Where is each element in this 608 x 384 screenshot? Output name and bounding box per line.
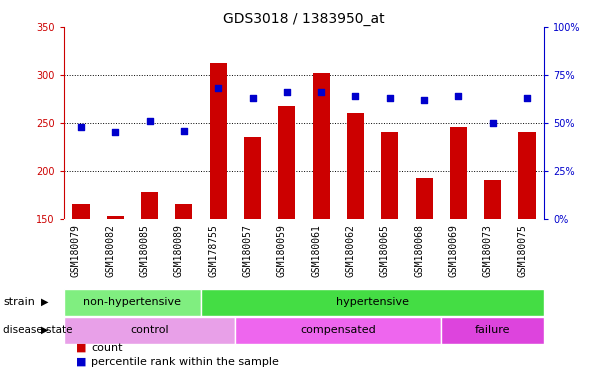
Bar bbox=[175, 204, 193, 219]
Point bbox=[179, 127, 188, 134]
Text: GSM178755: GSM178755 bbox=[208, 225, 218, 277]
Text: strain: strain bbox=[3, 297, 35, 307]
Bar bbox=[64, 289, 201, 316]
Point bbox=[488, 120, 497, 126]
Point bbox=[351, 93, 361, 99]
Text: GSM180089: GSM180089 bbox=[174, 225, 184, 277]
Text: GSM180062: GSM180062 bbox=[345, 225, 356, 277]
Text: GSM180059: GSM180059 bbox=[277, 225, 287, 277]
Bar bbox=[347, 113, 364, 219]
Point bbox=[282, 89, 292, 95]
Text: hypertensive: hypertensive bbox=[336, 297, 409, 307]
Title: GDS3018 / 1383950_at: GDS3018 / 1383950_at bbox=[223, 12, 385, 26]
Text: control: control bbox=[130, 325, 169, 335]
Text: GSM180082: GSM180082 bbox=[105, 225, 116, 277]
Bar bbox=[519, 131, 536, 219]
Bar bbox=[64, 317, 235, 344]
Text: GSM180068: GSM180068 bbox=[414, 225, 424, 277]
Text: GSM180057: GSM180057 bbox=[243, 225, 252, 277]
Bar bbox=[415, 177, 433, 219]
Text: compensated: compensated bbox=[300, 325, 376, 335]
Bar bbox=[441, 317, 544, 344]
Point bbox=[454, 93, 463, 99]
Point bbox=[522, 95, 532, 101]
Point bbox=[111, 129, 120, 136]
Bar bbox=[381, 132, 398, 219]
Bar bbox=[235, 317, 441, 344]
Point bbox=[419, 97, 429, 103]
Text: GSM180085: GSM180085 bbox=[140, 225, 150, 277]
Text: failure: failure bbox=[475, 325, 511, 335]
Text: ■: ■ bbox=[76, 357, 86, 367]
Text: GSM180065: GSM180065 bbox=[380, 225, 390, 277]
Bar bbox=[278, 106, 295, 219]
Text: GSM180073: GSM180073 bbox=[483, 225, 492, 277]
Bar bbox=[72, 204, 89, 219]
Text: GSM180061: GSM180061 bbox=[311, 225, 321, 277]
Bar bbox=[201, 289, 544, 316]
Text: non-hypertensive: non-hypertensive bbox=[83, 297, 181, 307]
Point bbox=[385, 95, 395, 101]
Point bbox=[213, 85, 223, 91]
Text: GSM180069: GSM180069 bbox=[448, 225, 458, 277]
Bar bbox=[210, 63, 227, 219]
Text: ▶: ▶ bbox=[41, 325, 49, 335]
Text: GSM180075: GSM180075 bbox=[517, 225, 527, 277]
Bar bbox=[107, 216, 124, 219]
Bar bbox=[313, 73, 330, 219]
Text: ■: ■ bbox=[76, 343, 86, 353]
Point bbox=[76, 124, 86, 130]
Text: count: count bbox=[91, 343, 123, 353]
Bar bbox=[141, 192, 158, 219]
Text: GSM180079: GSM180079 bbox=[71, 225, 81, 277]
Point bbox=[316, 89, 326, 95]
Bar bbox=[244, 137, 261, 219]
Point bbox=[247, 95, 257, 101]
Text: disease state: disease state bbox=[3, 325, 72, 335]
Text: ▶: ▶ bbox=[41, 297, 49, 307]
Text: percentile rank within the sample: percentile rank within the sample bbox=[91, 357, 279, 367]
Point bbox=[145, 118, 154, 124]
Bar bbox=[484, 180, 501, 219]
Bar bbox=[450, 127, 467, 219]
